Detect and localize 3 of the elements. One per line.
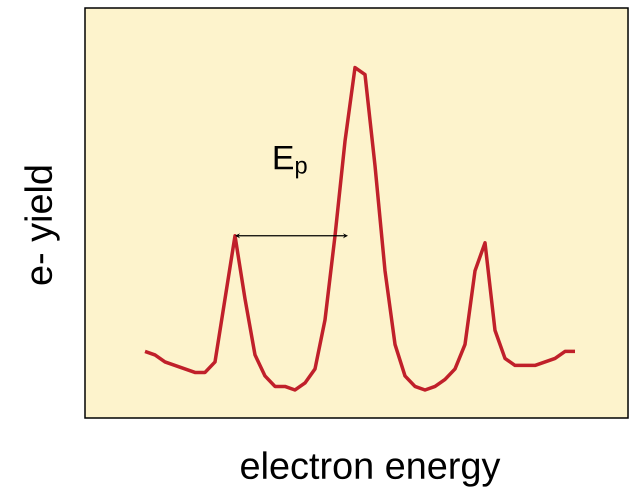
y-axis-title: e- yield <box>24 166 60 284</box>
annotation: E$_{p}$ <box>274 146 307 178</box>
x-axis-title: electron energy <box>241 451 500 487</box>
